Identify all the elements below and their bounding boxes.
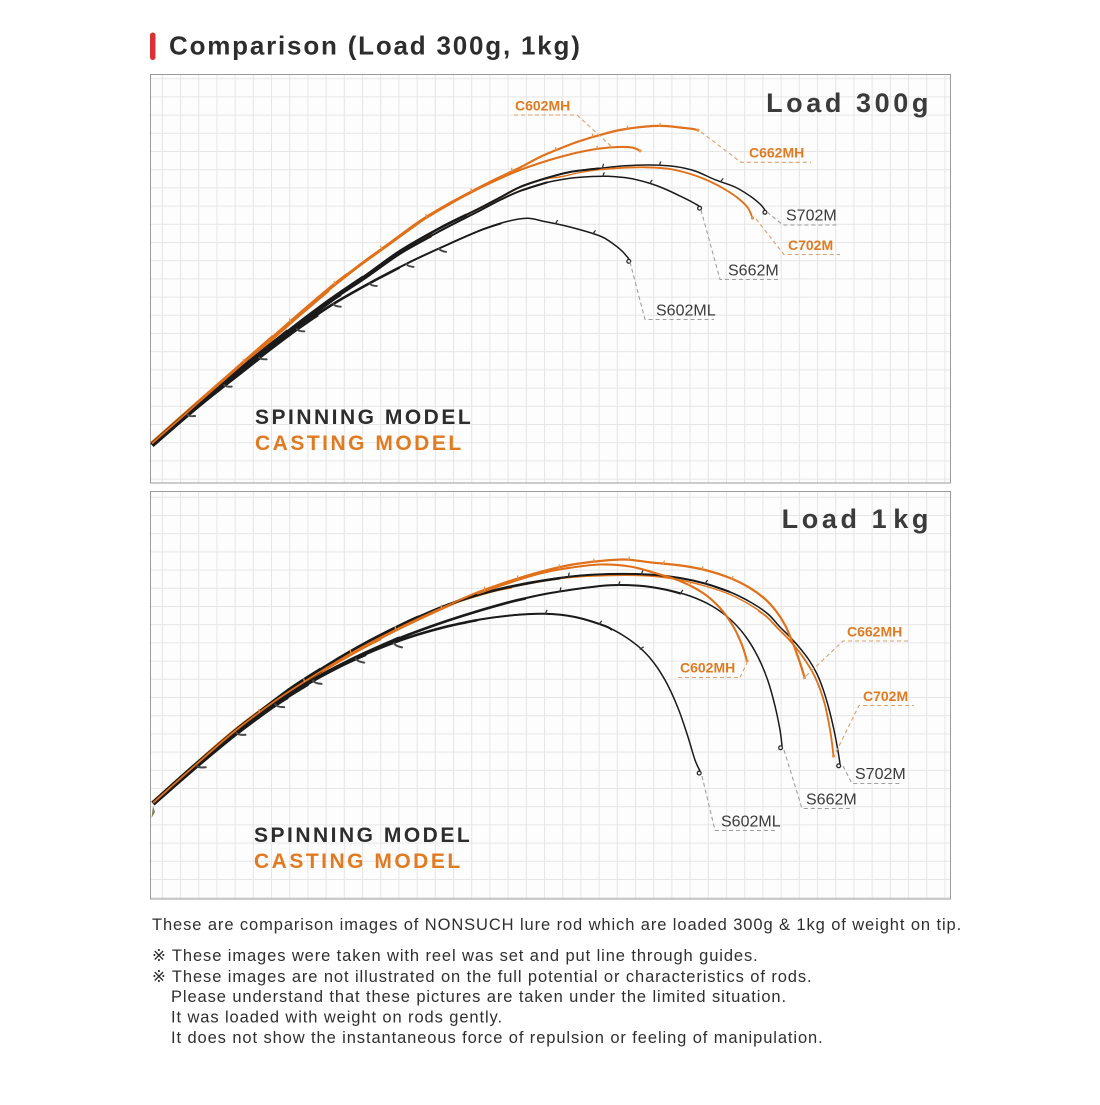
svg-text:It does not show the instantan: It does not show the instantaneous force…	[171, 1029, 824, 1047]
svg-text:These are comparison images of: These are comparison images of NONSUCH l…	[152, 916, 962, 934]
svg-text:S662M: S662M	[806, 792, 857, 809]
svg-text:SPINNING MODEL: SPINNING MODEL	[254, 824, 472, 847]
svg-text:S702M: S702M	[855, 766, 906, 783]
svg-text:C602MH: C602MH	[680, 660, 735, 676]
svg-text:C662MH: C662MH	[749, 145, 804, 161]
svg-text:It was loaded with weight on r: It was loaded with weight on rods gently…	[171, 1009, 503, 1027]
svg-text:Comparison (Load 300g, 1kg): Comparison (Load 300g, 1kg)	[169, 31, 582, 61]
svg-text:CASTING MODEL: CASTING MODEL	[255, 432, 464, 455]
svg-text:S602ML: S602ML	[656, 303, 716, 320]
svg-text:C702M: C702M	[788, 237, 833, 253]
svg-text:Load 300g: Load 300g	[766, 88, 932, 118]
svg-text:C602MH: C602MH	[515, 98, 570, 114]
svg-text:Load 1kg: Load 1 kg	[782, 504, 932, 534]
svg-text:※ These images were taken with: ※ These images were taken with reel was …	[152, 947, 759, 965]
svg-text:※ These images are not illustr: ※ These images are not illustrated on th…	[152, 968, 813, 986]
svg-text:C662MH: C662MH	[847, 624, 902, 640]
svg-text:Please understand that these p: Please understand that these pictures ar…	[171, 988, 787, 1006]
svg-text:SPINNING MODEL: SPINNING MODEL	[255, 406, 473, 429]
svg-text:S702M: S702M	[786, 208, 837, 225]
svg-text:S602ML: S602ML	[721, 814, 781, 831]
svg-text:CASTING MODEL: CASTING MODEL	[254, 850, 463, 873]
svg-text:S662M: S662M	[728, 263, 779, 280]
svg-text:C702M: C702M	[863, 688, 908, 704]
